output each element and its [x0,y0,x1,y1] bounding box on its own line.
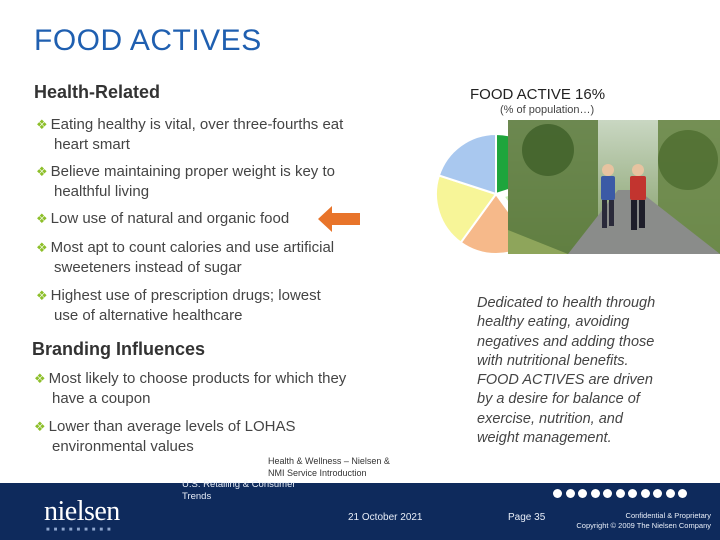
health-related-heading: Health-Related [34,82,161,102]
walkers-photo [508,120,720,254]
logo-dots: ■■■■■■■■■ [46,527,115,533]
diamond-bullet-icon: ❖ [34,371,46,386]
bullet-item: ❖ Lower than average levels of LOHAS envi… [34,418,296,455]
bullet-item: ❖ Most apt to count calories and use arti… [36,239,335,276]
diamond-bullet-icon: ❖ [36,240,48,255]
pie-title: FOOD ACTIVE 16% [470,86,606,103]
orange-arrow-icon [318,206,360,232]
diamond-bullet-icon: ❖ [36,164,48,179]
source-note: Health & Wellness – Nielsen & NMI Servic… [268,456,390,478]
diamond-bullet-icon: ❖ [34,419,46,434]
nielsen-logo: nielsen [44,496,120,527]
bullet-item: ❖ Eating healthy is vital, over three-fou… [36,116,344,153]
footer-dots [553,485,687,503]
pie-slice [435,174,498,244]
footer-date: 21 October 2021 [348,512,423,523]
footer-page: Page 35 [508,512,546,523]
diamond-bullet-icon: ❖ [36,211,48,226]
bullet-item: ❖ Most likely to choose products for whic… [34,370,347,407]
footer-copyright: Confidential & Proprietary Copyright © 2… [576,511,711,530]
branding-influences-heading: Branding Influences [32,339,206,359]
slide-title: FOOD ACTIVES [34,24,262,57]
bullet-item: ❖ Highest use of prescription drugs; lowe… [36,287,321,324]
footer-category: U.S. Retailing & Consumer Trends [182,479,296,502]
footer-bar [0,483,720,540]
food-actives-description: Dedicated to health through healthy eati… [477,295,656,447]
diamond-bullet-icon: ❖ [36,117,48,132]
bullet-item: ❖ Believe maintaining proper weight is ke… [36,163,335,200]
bullet-item: ❖ Low use of natural and organic food [36,210,290,227]
pie-slice [437,132,497,196]
pie-subtitle: (% of population…) [500,104,595,116]
diamond-bullet-icon: ❖ [36,288,48,303]
